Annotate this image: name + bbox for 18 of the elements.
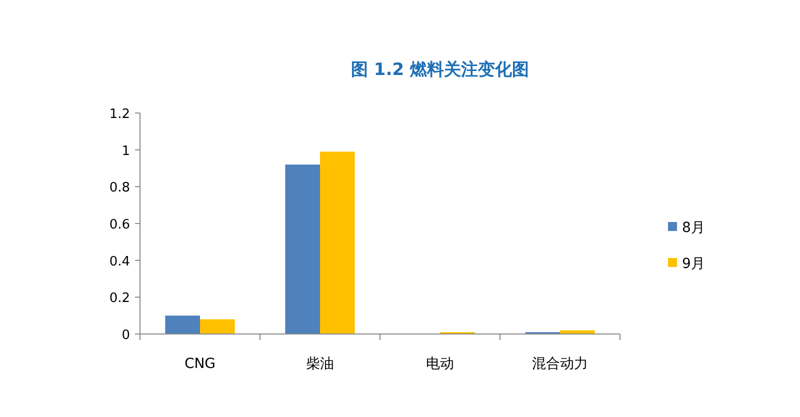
legend-label: 9月 bbox=[682, 256, 705, 272]
x-tick-label: CNG bbox=[184, 356, 216, 372]
y-tick-label: 1 bbox=[122, 144, 130, 159]
x-tick-label: 电动 bbox=[426, 356, 454, 372]
x-tick-label: 柴油 bbox=[306, 356, 334, 372]
y-tick-label: 1.2 bbox=[109, 107, 130, 122]
bar bbox=[320, 152, 355, 334]
chart-title: 图 1.2 燃料关注变化图 bbox=[351, 60, 529, 80]
bar bbox=[200, 319, 235, 334]
y-tick-label: 0.8 bbox=[109, 180, 130, 196]
bar bbox=[285, 164, 320, 334]
y-tick-label: 0 bbox=[122, 328, 130, 343]
x-tick-label: 混合动力 bbox=[532, 356, 588, 372]
bar bbox=[165, 316, 200, 334]
y-tick-label: 0.2 bbox=[109, 291, 130, 306]
y-tick-label: 0.6 bbox=[109, 218, 130, 232]
legend-label: 8月 bbox=[682, 220, 705, 236]
y-tick-label: 0.4 bbox=[109, 254, 130, 270]
